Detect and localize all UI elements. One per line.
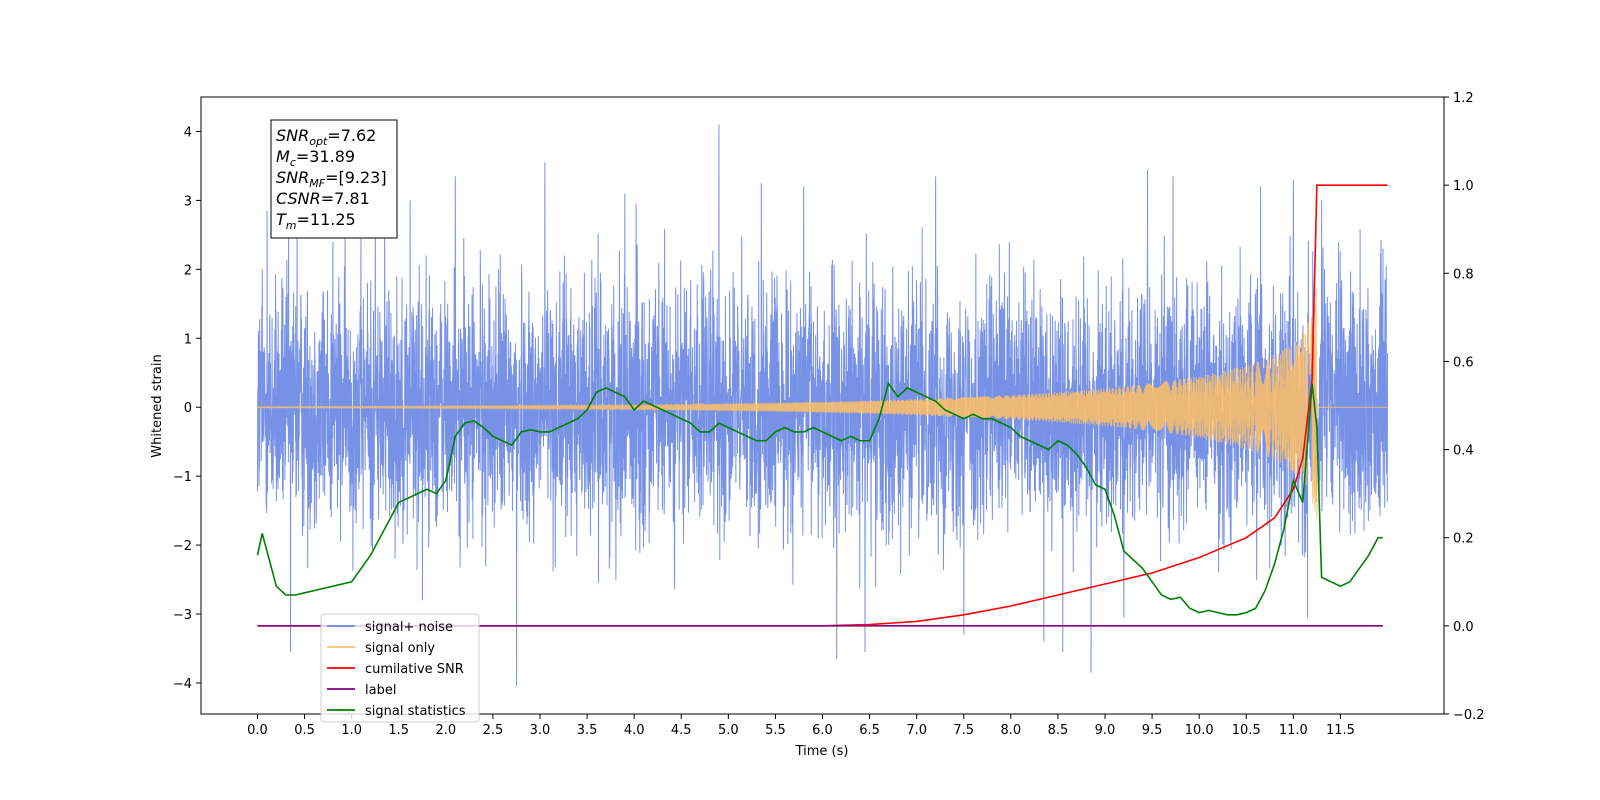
x-tick-label: 4.0	[624, 723, 645, 738]
y2-tick-label: 0.4	[1453, 444, 1474, 459]
annotation-frame	[270, 119, 398, 239]
y-axis-left: −4 −3 −2 −1 0 1 2 3 4	[173, 125, 201, 692]
y-axis-label: Whitened strain	[150, 354, 165, 457]
annotation-line: SNRopt=7.62	[276, 126, 376, 148]
legend-frame	[320, 613, 480, 723]
x-tick-label: 9.5	[1142, 723, 1163, 738]
x-tick-label: 8.0	[1000, 723, 1021, 738]
x-tick-label: 5.5	[765, 723, 786, 738]
x-tick-label: 3.5	[577, 723, 598, 738]
x-tick-label: 2.0	[435, 723, 456, 738]
x-tick-label: 10.0	[1185, 723, 1214, 738]
y-tick-label: 4	[184, 125, 192, 140]
y2-tick-label: 0.6	[1453, 355, 1474, 370]
y-tick-label: −4	[173, 677, 192, 692]
legend-label: cumilative SNR	[365, 662, 464, 677]
legend-label: signal+ noise	[365, 620, 453, 635]
x-tick-label: 5.0	[718, 723, 739, 738]
series-cumilative-snr	[257, 184, 1388, 627]
annotation-box: SNRopt=7.62Mc=31.89SNRMF=[9.23]CSNR=7.81…	[270, 119, 398, 239]
x-tick-label: 0.5	[294, 723, 315, 738]
x-tick-label: 6.5	[859, 723, 880, 738]
legend-label: signal only	[365, 641, 435, 656]
x-tick-label: 7.0	[906, 723, 927, 738]
y2-tick-label: 1.2	[1453, 91, 1474, 106]
x-tick-label: 2.5	[483, 723, 504, 738]
y-tick-label: 0	[184, 401, 192, 416]
annotation-line: CSNR=7.81	[276, 189, 370, 208]
y-tick-label: −3	[173, 608, 192, 623]
y2-tick-label: 0.0	[1453, 620, 1474, 635]
annotation-line: Tm=11.25	[276, 210, 356, 232]
y-tick-label: −2	[173, 539, 192, 554]
legend-label: signal statistics	[365, 704, 466, 719]
x-tick-label: 6.0	[812, 723, 833, 738]
legend: signal+ noise signal only cumilative SNR la…	[320, 613, 480, 723]
annotation-line: Mc=31.89	[276, 147, 355, 169]
x-tick-label: 8.5	[1048, 723, 1069, 738]
y2-tick-label: 0.8	[1453, 267, 1474, 282]
x-tick-label: 11.5	[1326, 723, 1355, 738]
legend-label: label	[365, 683, 396, 698]
x-tick-label: 1.5	[388, 723, 409, 738]
series-signal-only	[257, 289, 1388, 520]
x-tick-label: 11.0	[1279, 723, 1308, 738]
x-tick-label: 10.5	[1232, 723, 1261, 738]
x-tick-label: 7.5	[953, 723, 974, 738]
y-tick-label: 2	[184, 263, 192, 278]
x-tick-label: 1.0	[341, 723, 362, 738]
x-tick-label: 3.0	[530, 723, 551, 738]
y-tick-label: −1	[173, 470, 192, 485]
y2-tick-label: −0.2	[1453, 708, 1485, 723]
x-tick-label: 4.5	[671, 723, 692, 738]
annotation-line: SNRMF=[9.23]	[276, 168, 387, 190]
y2-tick-label: 0.2	[1453, 532, 1474, 547]
x-axis-label: Time (s)	[795, 744, 849, 759]
x-tick-label: 0.0	[247, 723, 268, 738]
x-axis: 0.0 0.5 1.0 1.5 2.0 2.5 3.0 3.5 4.0 4.5 5.0 5.5 6.0 6…	[247, 714, 1355, 738]
y-tick-label: 1	[184, 332, 192, 347]
y2-tick-label: 1.0	[1453, 179, 1474, 194]
y-axis-right: −0.2 0.0 0.2 0.4 0.6 0.8 1.0 1.2	[1444, 91, 1485, 723]
x-tick-label: 9.0	[1095, 723, 1116, 738]
y-tick-label: 3	[184, 194, 192, 209]
series-signal-statistics	[256, 381, 1383, 616]
